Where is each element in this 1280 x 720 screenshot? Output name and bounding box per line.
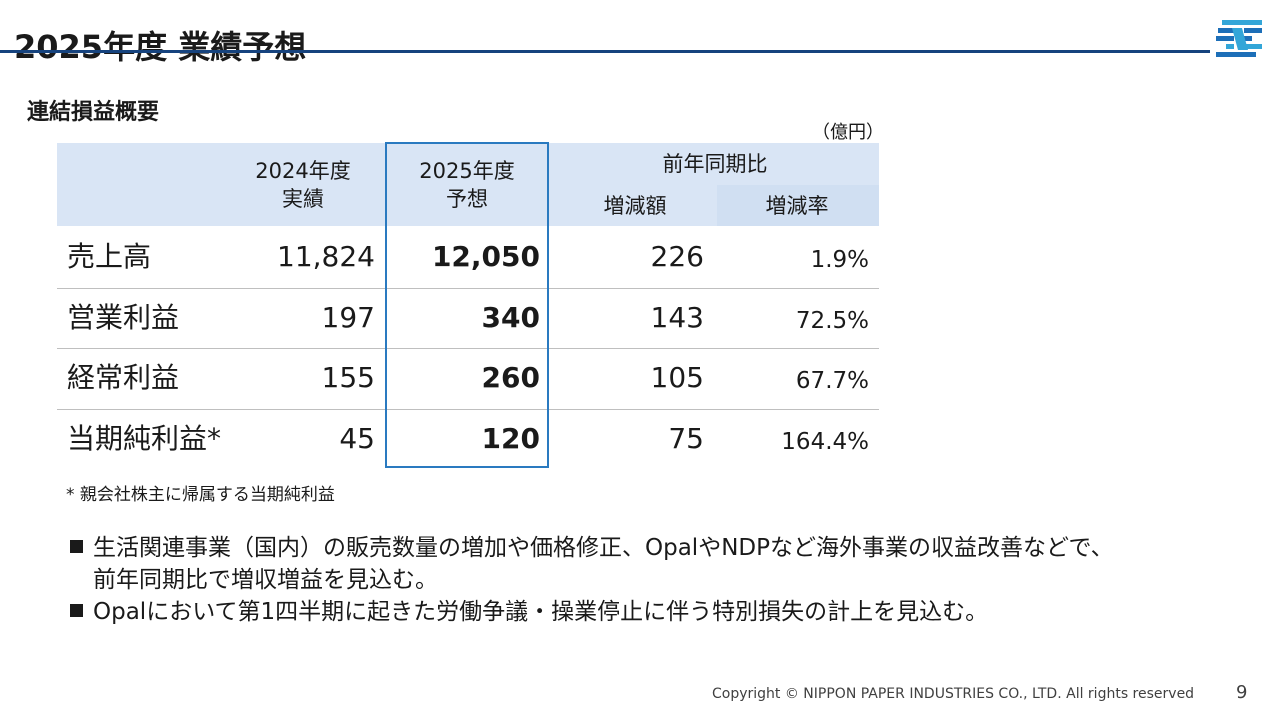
cell-2025-forecast: 260 bbox=[481, 361, 540, 394]
table-header-subcell bbox=[717, 185, 879, 226]
row-label: 売上高 bbox=[67, 240, 152, 273]
bullet-text-continued: 前年同期比で増収増益を見込む。 bbox=[93, 567, 438, 593]
row-divider bbox=[57, 287, 879, 289]
unit-label: （億円） bbox=[812, 122, 884, 143]
cell-yoy-diff: 226 bbox=[650, 240, 704, 273]
cell-2025-forecast: 12,050 bbox=[431, 240, 540, 273]
bullet-item: 生活関連事業（国内）の販売数量の増加や価格修正、OpalやNDPなど海外事業の収… bbox=[70, 532, 1114, 596]
header-2024-type: 実績 bbox=[282, 187, 324, 211]
row-label: 経常利益 bbox=[67, 361, 180, 394]
cell-2024-actual: 11,824 bbox=[277, 240, 375, 273]
row-divider bbox=[57, 408, 879, 410]
row-label: 当期純利益* bbox=[67, 421, 222, 455]
cell-yoy-diff: 75 bbox=[668, 421, 704, 455]
header-2025: 2025年度 予想 bbox=[402, 157, 532, 213]
row-label: 営業利益 bbox=[67, 300, 180, 334]
cell-yoy-rate: 1.9% bbox=[810, 247, 869, 273]
cell-2025-forecast: 120 bbox=[481, 421, 540, 455]
header-2025-type: 予想 bbox=[446, 187, 488, 211]
cell-2024-actual: 155 bbox=[321, 361, 375, 394]
page-number: 9 bbox=[1236, 682, 1248, 703]
header-rate: 増減率 bbox=[765, 194, 829, 218]
cell-2025-forecast: 340 bbox=[481, 300, 540, 334]
cell-2024-actual: 45 bbox=[339, 421, 375, 455]
title-rule bbox=[0, 50, 1210, 53]
cell-yoy-rate: 164.4% bbox=[781, 428, 869, 455]
row-divider bbox=[57, 348, 879, 349]
cell-yoy-diff: 143 bbox=[650, 300, 704, 334]
copyright: Copyright © NIPPON PAPER INDUSTRIES CO.,… bbox=[712, 686, 1195, 702]
square-bullet-icon bbox=[70, 540, 83, 553]
header-2024: 2024年度 実績 bbox=[238, 157, 368, 213]
bullet-text: Opalにおいて第1四半期に起きた労働争議・操業停止に伴う特別損失の計上を見込む… bbox=[93, 599, 989, 625]
company-logo bbox=[1216, 20, 1262, 57]
page-title: 2025年度 業績予想 bbox=[14, 28, 307, 66]
cell-yoy-diff: 105 bbox=[650, 361, 704, 394]
square-bullet-icon bbox=[70, 604, 83, 617]
cell-2024-actual: 197 bbox=[321, 300, 375, 334]
bullet-item: Opalにおいて第1四半期に起きた労働争議・操業停止に伴う特別損失の計上を見込む… bbox=[70, 596, 988, 628]
footnote: * 親会社株主に帰属する当期純利益 bbox=[66, 485, 335, 505]
bullet-text: 生活関連事業（国内）の販売数量の増加や価格修正、OpalやNDPなど海外事業の収… bbox=[93, 535, 1114, 561]
forecast-highlight-box bbox=[385, 142, 549, 468]
section-heading: 連結損益概要 bbox=[27, 100, 160, 125]
header-2025-year: 2025年度 bbox=[419, 159, 515, 183]
header-yoy-group: 前年同期比 bbox=[662, 152, 768, 176]
header-diff: 増減額 bbox=[603, 194, 667, 218]
cell-yoy-rate: 72.5% bbox=[795, 307, 869, 334]
header-2024-year: 2024年度 bbox=[255, 159, 351, 183]
cell-yoy-rate: 67.7% bbox=[795, 368, 869, 394]
